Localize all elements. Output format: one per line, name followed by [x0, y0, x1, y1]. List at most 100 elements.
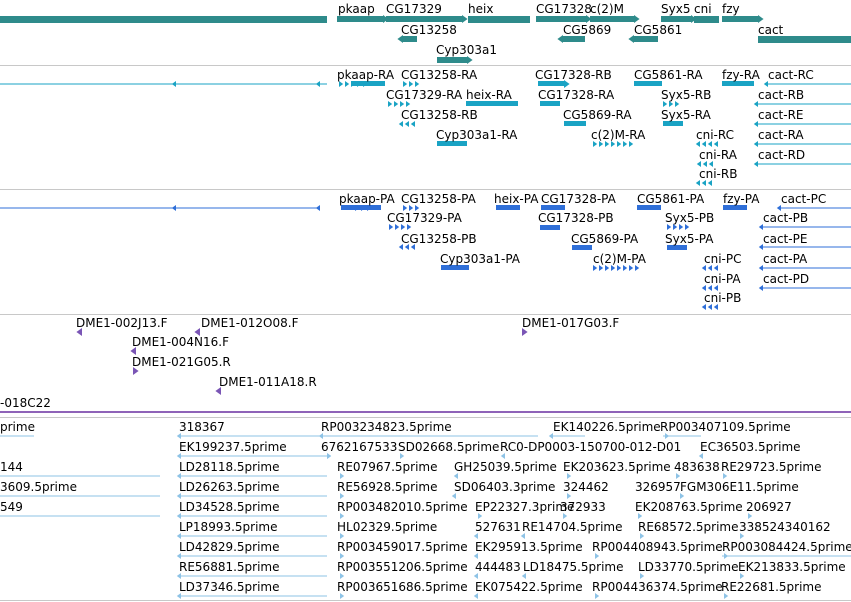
est-label[interactable]: RP003459017.5prime — [337, 540, 468, 554]
gene-label[interactable]: cact — [758, 23, 784, 37]
est-label[interactable]: RE14704.5prime — [522, 520, 623, 534]
est-label[interactable]: 326957 — [635, 480, 681, 494]
transcript-label[interactable]: cact-RB — [758, 88, 805, 102]
est-label[interactable]: RP004408943.5prime — [592, 540, 723, 554]
gene-label[interactable]: heix — [468, 2, 494, 16]
est-label[interactable]: 6762167533 — [321, 440, 398, 454]
est-label[interactable]: RP004436374.5prime — [592, 580, 723, 594]
protein-label[interactable]: CG17328-PB — [538, 211, 614, 225]
est-label[interactable]: LD34528.5prime — [179, 500, 280, 514]
est-label[interactable]: HL02329.5prime — [337, 520, 438, 534]
protein-label[interactable]: cact-PC — [781, 192, 827, 206]
exon-glyph[interactable] — [466, 101, 518, 106]
transcript-label[interactable]: cact-RD — [758, 148, 806, 162]
gene-glyph[interactable] — [661, 16, 691, 22]
transcript-label[interactable]: CG17328-RA — [538, 88, 615, 102]
est-label[interactable]: GH25039.5prime — [454, 460, 557, 474]
transcript-label[interactable]: c(2)M-RA — [591, 128, 646, 142]
est-label[interactable]: EK140226.5prime — [553, 420, 661, 434]
protein-label[interactable]: cni-PB — [704, 291, 742, 305]
gene-label[interactable]: fzy — [722, 2, 740, 16]
est-label[interactable]: 3609.5prime — [0, 480, 77, 494]
est-label[interactable]: RP003234823.5prime — [321, 420, 452, 434]
exon-glyph[interactable] — [540, 225, 560, 230]
est-label[interactable]: RE29723.5prime — [721, 460, 822, 474]
transcript-label[interactable]: CG5861-RA — [634, 68, 703, 82]
gene-label[interactable]: CG5861 — [634, 23, 683, 37]
est-label[interactable]: 444483 — [475, 560, 521, 574]
gene-label[interactable]: cni — [694, 2, 712, 16]
exon-glyph[interactable] — [722, 81, 754, 86]
est-label[interactable]: EK199237.5prime — [179, 440, 287, 454]
est-label[interactable]: RE56928.5prime — [337, 480, 438, 494]
est-label[interactable]: EK295913.5prime — [475, 540, 583, 554]
clone-label[interactable]: DME1-004N16.F — [132, 335, 230, 349]
protein-label[interactable]: cact-PE — [763, 232, 808, 246]
exon-glyph[interactable] — [441, 265, 469, 270]
transcript-label[interactable]: pkaap-RA — [337, 68, 395, 82]
exon-glyph[interactable] — [663, 121, 683, 126]
gene-glyph[interactable] — [694, 16, 719, 23]
transcript-label[interactable]: heix-RA — [466, 88, 512, 102]
est-label[interactable]: EK203623.5prime — [563, 460, 671, 474]
est-label[interactable]: 483638 — [674, 460, 720, 474]
gene-label[interactable]: Syx5 — [661, 2, 691, 16]
protein-label[interactable]: Syx5-PA — [665, 232, 714, 246]
est-label[interactable]: LD42829.5prime — [179, 540, 280, 554]
est-label[interactable]: LD18475.5prime — [523, 560, 624, 574]
est-label[interactable]: 527631 — [475, 520, 521, 534]
est-label[interactable]: RP003551206.5prime — [337, 560, 468, 574]
est-label[interactable]: LD26263.5prime — [179, 480, 280, 494]
protein-label[interactable]: CG13258-PB — [401, 232, 477, 246]
est-label[interactable]: 372933 — [560, 500, 606, 514]
exon-glyph[interactable] — [538, 81, 564, 86]
est-label[interactable]: RP003651686.5prime — [337, 580, 468, 594]
est-label[interactable]: 144 — [0, 460, 23, 474]
exon-glyph[interactable] — [564, 121, 586, 126]
gene-label[interactable]: Cyp303a1 — [436, 43, 497, 57]
est-label[interactable]: 549 — [0, 500, 23, 514]
est-label[interactable]: EK075422.5prime — [475, 580, 583, 594]
est-label[interactable]: 324462 — [563, 480, 609, 494]
protein-label[interactable]: Syx5-PB — [665, 211, 715, 225]
gene-label[interactable]: CG17329 — [386, 2, 442, 16]
exon-glyph[interactable] — [540, 101, 560, 106]
est-label[interactable]: EP22327.3prime — [475, 500, 575, 514]
gene-glyph[interactable] — [403, 36, 417, 42]
est-label[interactable]: EK213833.5prime — [738, 560, 846, 574]
gene-label[interactable]: pkaap — [338, 2, 375, 16]
transcript-label[interactable]: cact-RC — [768, 68, 814, 82]
clone-label[interactable]: DME1-011A18.R — [219, 375, 317, 389]
protein-label[interactable]: CG17329-PA — [387, 211, 462, 225]
protein-label[interactable]: CG17328-PA — [541, 192, 616, 206]
gene-label[interactable]: CG13258 — [401, 23, 457, 37]
protein-label[interactable]: heix-PA — [494, 192, 539, 206]
transcript-label[interactable]: Syx5-RA — [661, 108, 711, 122]
est-label[interactable]: RP003084424.5prime — [722, 540, 851, 554]
est-label[interactable]: LD33770.5prime — [638, 560, 739, 574]
transcript-label[interactable]: Cyp303a1-RA — [436, 128, 518, 142]
est-label[interactable]: RE07967.5prime — [337, 460, 438, 474]
gene-glyph[interactable] — [758, 36, 851, 43]
gene-glyph[interactable] — [337, 16, 383, 22]
est-label[interactable]: LD37346.5prime — [179, 580, 280, 594]
protein-label[interactable]: fzy-PA — [723, 192, 760, 206]
transcript-label[interactable]: CG13258-RB — [401, 108, 478, 122]
transcript-label[interactable]: Syx5-RB — [661, 88, 712, 102]
protein-label[interactable]: CG5861-PA — [637, 192, 705, 206]
transcript-label[interactable]: cni-RC — [696, 128, 734, 142]
exon-glyph[interactable] — [572, 245, 592, 250]
gene-glyph[interactable] — [386, 16, 462, 22]
est-label[interactable]: 318367 — [179, 420, 225, 434]
gene-glyph[interactable] — [468, 16, 530, 23]
transcript-label[interactable]: CG5869-RA — [563, 108, 632, 122]
exon-glyph[interactable] — [637, 205, 661, 210]
clone-label[interactable]: DME1-021G05.R — [132, 355, 231, 369]
transcript-label[interactable]: cact-RA — [758, 128, 804, 142]
est-label[interactable]: LP18993.5prime — [179, 520, 278, 534]
est-label[interactable]: SD06403.3prime — [454, 480, 556, 494]
transcript-label[interactable]: CG13258-RA — [401, 68, 478, 82]
est-label[interactable]: EC36503.5prime — [700, 440, 801, 454]
est-label[interactable]: RE56881.5prime — [179, 560, 280, 574]
protein-label[interactable]: cni-PC — [704, 252, 742, 266]
